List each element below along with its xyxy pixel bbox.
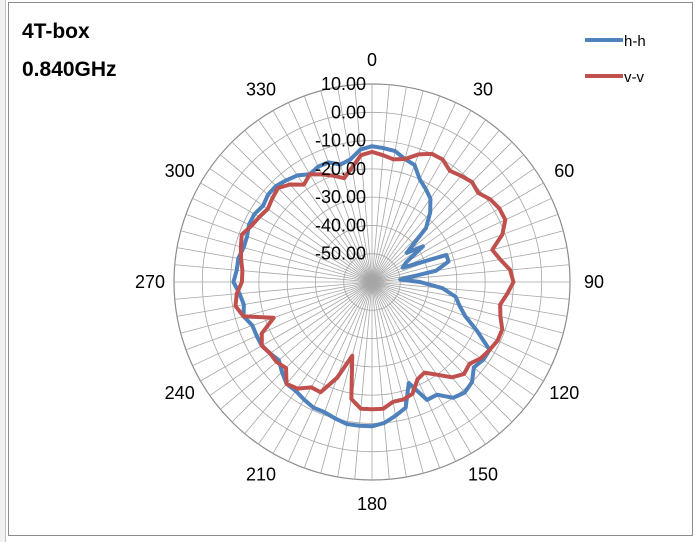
grid-spoke-15 bbox=[371, 90, 424, 283]
grid-spoke-355 bbox=[354, 84, 373, 283]
angle-label-0: 0 bbox=[367, 50, 377, 70]
grid-spoke-300 bbox=[200, 182, 373, 283]
grid-spoke-330 bbox=[272, 110, 373, 283]
grid-spoke-345 bbox=[320, 90, 373, 283]
grid-spoke-50 bbox=[371, 154, 524, 283]
angle-label-30: 30 bbox=[473, 80, 493, 100]
grid-spoke-160 bbox=[371, 281, 441, 469]
radial-label--40.00: -40.00 bbox=[315, 215, 366, 235]
legend-entry-v-v: v-v bbox=[585, 69, 644, 86]
grid-spoke-265 bbox=[174, 281, 373, 300]
grid-spoke-45 bbox=[371, 141, 513, 283]
grid-spoke-5 bbox=[371, 84, 390, 283]
legend: h-h v-v bbox=[585, 33, 646, 86]
radial-label--50.00: -50.00 bbox=[315, 244, 366, 264]
grid-spoke-150 bbox=[371, 281, 472, 454]
angle-label-90: 90 bbox=[584, 272, 604, 292]
grid-spoke-55 bbox=[371, 168, 535, 283]
legend-label-v-v: v-v bbox=[624, 69, 644, 86]
grid-spoke-240 bbox=[200, 281, 373, 382]
grid-spoke-105 bbox=[371, 281, 564, 334]
grid-spoke-155 bbox=[371, 281, 457, 462]
angle-label-270: 270 bbox=[135, 272, 165, 292]
grid-spoke-225 bbox=[231, 281, 373, 423]
grid-spoke-230 bbox=[220, 281, 373, 410]
grid-spoke-285 bbox=[180, 230, 373, 283]
grid-spoke-165 bbox=[371, 281, 424, 474]
grid-spoke-70 bbox=[371, 213, 559, 283]
grid-spoke-325 bbox=[258, 119, 373, 283]
radial-label--10.00: -10.00 bbox=[315, 131, 366, 151]
grid-spoke-320 bbox=[244, 130, 373, 283]
grid-spoke-140 bbox=[371, 281, 500, 434]
grid-spoke-145 bbox=[371, 281, 486, 445]
grid-spoke-295 bbox=[192, 197, 373, 283]
radial-label-0.00: 0.00 bbox=[331, 102, 366, 122]
grid-spoke-215 bbox=[258, 281, 373, 445]
angle-labels: 0 30 60 90 120 150 180 210 240 270 300 330 bbox=[135, 50, 604, 514]
angle-label-210: 210 bbox=[246, 464, 276, 484]
grid-spoke-25 bbox=[371, 102, 457, 283]
grid-spoke-235 bbox=[209, 281, 373, 396]
grid-spoke-210 bbox=[272, 281, 373, 454]
grid-spoke-190 bbox=[337, 281, 373, 478]
grid-spoke-315 bbox=[231, 141, 373, 283]
grid-spoke-220 bbox=[244, 281, 373, 434]
chart-title-line-1: 4T-box bbox=[22, 20, 90, 43]
angle-label-330: 330 bbox=[246, 80, 276, 100]
grid-spoke-170 bbox=[371, 281, 407, 478]
radial-labels: 10.00 0.00 -10.00 -20.00 -30.00 -40.00 -50.00 bbox=[315, 74, 366, 264]
grid-spoke-255 bbox=[180, 281, 373, 334]
grid-spoke-120 bbox=[371, 281, 544, 382]
grid-spoke-40 bbox=[371, 130, 500, 283]
grid-spoke-290 bbox=[185, 213, 373, 283]
left-edge-strip bbox=[0, 0, 6, 542]
grid-spoke-20 bbox=[371, 95, 441, 283]
angle-label-60: 60 bbox=[554, 161, 574, 181]
chart-title-line-2: 0.840GHz bbox=[22, 58, 117, 81]
angle-label-150: 150 bbox=[468, 464, 498, 484]
radial-label-10.00: 10.00 bbox=[321, 74, 366, 94]
grid-spoke-130 bbox=[371, 281, 524, 410]
angle-label-300: 300 bbox=[165, 161, 195, 181]
grid-spoke-80 bbox=[371, 247, 568, 283]
grid-spoke-205 bbox=[287, 281, 373, 462]
grid-spoke-115 bbox=[371, 281, 552, 367]
legend-label-h-h: h-h bbox=[624, 33, 646, 50]
angle-label-120: 120 bbox=[549, 383, 579, 403]
grid-spoke-135 bbox=[371, 281, 513, 423]
grid-spoke-60 bbox=[371, 182, 544, 283]
grid-spoke-340 bbox=[303, 95, 373, 283]
series-line-v-v bbox=[233, 149, 516, 412]
grid-spoke-65 bbox=[371, 197, 552, 283]
angle-label-180: 180 bbox=[357, 494, 387, 514]
grid-spoke-175 bbox=[371, 281, 390, 480]
radial-label--20.00: -20.00 bbox=[315, 159, 366, 179]
series-lines bbox=[231, 144, 516, 429]
chart-frame bbox=[8, 2, 693, 536]
angle-label-240: 240 bbox=[165, 383, 195, 403]
grid-spoke-280 bbox=[176, 247, 373, 283]
series-line-h-h bbox=[231, 144, 492, 429]
grid-spoke-100 bbox=[371, 281, 568, 317]
grid-spoke-275 bbox=[174, 264, 373, 283]
grid-spoke-350 bbox=[337, 86, 373, 283]
grid-spoke-185 bbox=[354, 281, 373, 480]
polar-grid bbox=[173, 83, 571, 481]
grid-spoke-335 bbox=[287, 102, 373, 283]
grid-spoke-30 bbox=[371, 110, 472, 283]
grid-spoke-250 bbox=[185, 281, 373, 351]
grid-spoke-260 bbox=[176, 281, 373, 317]
grid-spoke-75 bbox=[371, 230, 564, 283]
grid-spoke-95 bbox=[371, 281, 570, 300]
grid-spoke-195 bbox=[320, 281, 373, 474]
grid-spoke-10 bbox=[371, 86, 407, 283]
grid-spoke-310 bbox=[220, 154, 373, 283]
radial-label--30.00: -30.00 bbox=[315, 187, 366, 207]
legend-entry-h-h: h-h bbox=[585, 33, 646, 50]
grid-spoke-125 bbox=[371, 281, 535, 396]
grid-spoke-245 bbox=[192, 281, 373, 367]
grid-spoke-305 bbox=[209, 168, 373, 283]
